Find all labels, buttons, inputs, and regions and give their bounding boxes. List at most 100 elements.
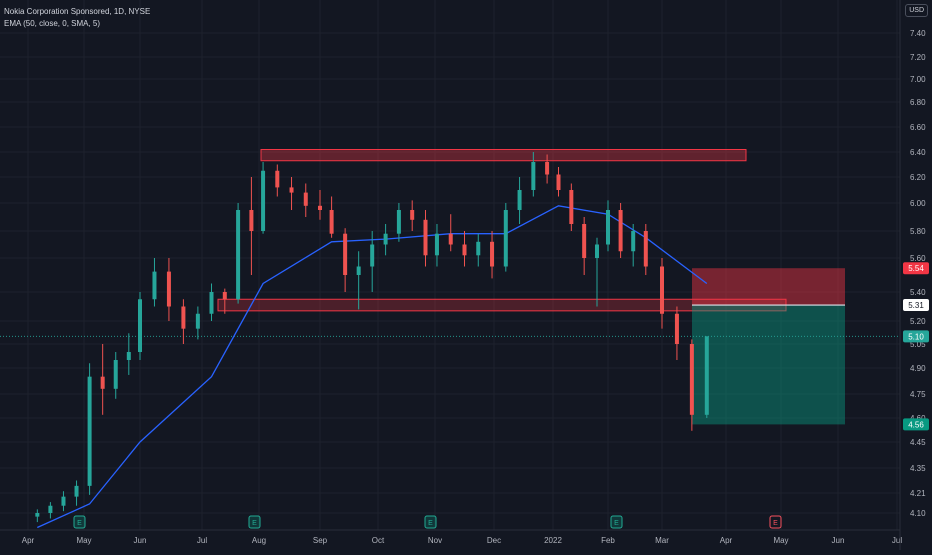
earnings-badge[interactable]: [73, 515, 86, 529]
candle: [674, 306, 679, 360]
x-tick-label: 2022: [544, 536, 562, 545]
candle: [181, 299, 186, 344]
candle: [660, 258, 664, 329]
stop-price-tag-bg: [903, 262, 929, 275]
candle: [343, 228, 348, 292]
candle: [48, 502, 53, 519]
y-tick-label: 6.00: [910, 199, 926, 208]
candle: [74, 480, 79, 506]
earnings-badge[interactable]: [610, 515, 623, 529]
candle: [113, 352, 118, 399]
candle: [138, 292, 142, 360]
candle: [503, 203, 508, 272]
x-tick-label: Apr: [22, 536, 35, 545]
candle-body: [606, 210, 610, 245]
candle: [434, 224, 439, 267]
candle: [606, 200, 610, 252]
candle-body: [462, 244, 467, 256]
candle-body: [370, 244, 375, 267]
earnings-letter: E: [773, 520, 778, 527]
candle-body: [318, 205, 322, 210]
candle-body: [100, 376, 105, 389]
candle: [476, 233, 481, 267]
candle-body: [329, 210, 334, 234]
earnings-badge[interactable]: [424, 515, 437, 529]
candle: [318, 190, 322, 220]
candle-body: [531, 162, 536, 190]
candle-body: [138, 299, 142, 352]
candle: [643, 224, 648, 275]
y-tick-label: 6.20: [910, 173, 926, 182]
earnings-badge[interactable]: [248, 515, 261, 529]
candle: [689, 339, 694, 431]
candle-body: [689, 344, 694, 415]
earnings-letter: E: [614, 520, 619, 527]
candle: [166, 258, 171, 321]
candle: [595, 237, 599, 307]
candle: [356, 251, 361, 310]
y-tick-label: 4.35: [910, 464, 926, 473]
candle-body: [490, 241, 495, 267]
earnings-letter: E: [428, 520, 433, 527]
stop-loss-zone[interactable]: [692, 268, 845, 306]
candle-body: [674, 313, 679, 344]
earnings-marker[interactable]: E: [610, 515, 623, 529]
y-tick-label: 5.40: [910, 288, 926, 297]
chart-title: Nokia Corporation Sponsored, 1D, NYSE: [4, 7, 151, 16]
x-tick-label: Feb: [601, 536, 615, 545]
y-tick-label: 5.60: [910, 254, 926, 263]
candle-body: [209, 292, 214, 314]
candle: [462, 231, 467, 267]
candle: [545, 154, 550, 184]
candle-body: [556, 174, 561, 190]
grid: [0, 0, 900, 530]
candle-body: [152, 271, 157, 300]
candle-body: [222, 292, 227, 300]
candle-body: [87, 376, 92, 486]
earnings-marker[interactable]: E: [248, 515, 261, 529]
position-tool[interactable]: [0, 268, 900, 425]
y-tick-label: 7.00: [910, 75, 926, 84]
x-tick-label: Oct: [372, 536, 385, 545]
candle: [261, 162, 266, 234]
candle-body: [643, 231, 648, 267]
x-tick-label: May: [773, 536, 788, 545]
candle-body: [517, 190, 522, 210]
entry-price-tag-bg: [903, 299, 929, 312]
take-profit-zone[interactable]: [692, 305, 845, 425]
x-tick-label: Jun: [832, 536, 845, 545]
candle-body: [595, 244, 599, 258]
candle-body: [166, 271, 171, 307]
candle-body: [410, 210, 415, 220]
chart-legend: Nokia Corporation Sponsored, 1D, NYSE EM…: [4, 6, 150, 30]
candle: [370, 231, 375, 292]
target-price-tag: 4.56: [908, 420, 924, 429]
candle-body: [396, 210, 401, 234]
y-tick-label: 5.80: [910, 227, 926, 236]
candle-body: [113, 360, 118, 389]
candle: [704, 336, 709, 418]
candle: [236, 203, 241, 304]
entry-price-tag: 5.31: [908, 301, 924, 310]
earnings-badge[interactable]: [769, 515, 782, 529]
earnings-marker[interactable]: E: [769, 515, 782, 529]
candle: [582, 217, 587, 275]
candle-body: [126, 352, 131, 360]
candle: [329, 196, 334, 238]
x-tick-label: Aug: [252, 536, 266, 545]
candle: [490, 231, 495, 279]
last-price-tag-bg: [903, 330, 929, 343]
currency-badge[interactable]: USD: [905, 4, 928, 17]
candle: [410, 200, 415, 231]
candle-body: [660, 266, 664, 314]
candle: [556, 167, 561, 197]
earnings-marker[interactable]: E: [424, 515, 437, 529]
candle-body: [704, 336, 709, 415]
candle: [631, 224, 636, 267]
earnings-marker[interactable]: E: [73, 515, 86, 529]
candle: [423, 210, 428, 267]
